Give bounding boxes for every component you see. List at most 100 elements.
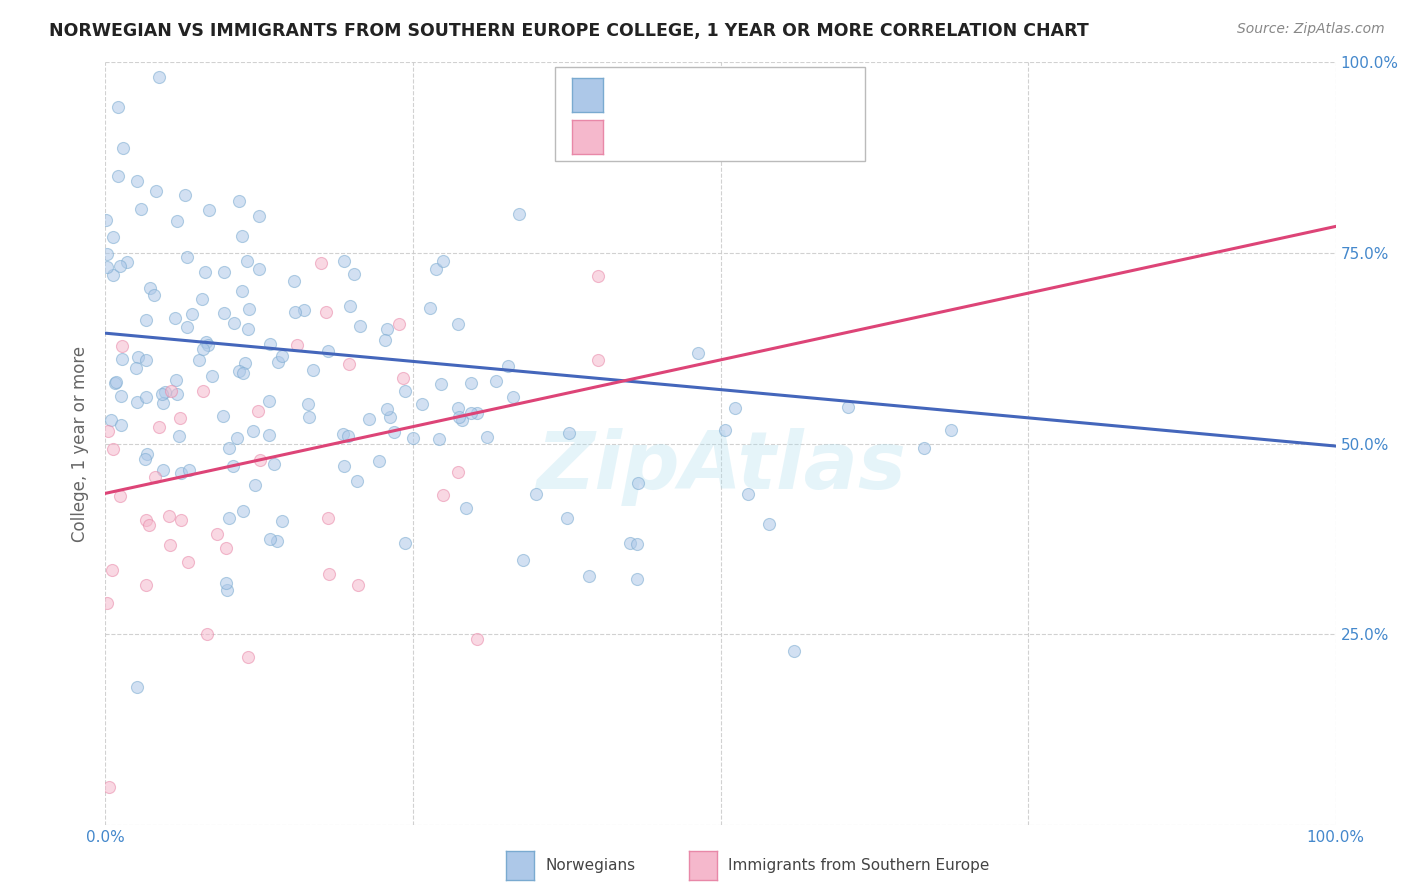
Text: R = -0.384   N = 149: R = -0.384 N = 149: [617, 86, 821, 103]
Point: [153, 384, 176, 399]
Point: [586, 268, 609, 283]
Point: [375, 322, 398, 336]
Point: [465, 407, 488, 421]
Point: [134, 312, 156, 326]
Point: [191, 384, 214, 398]
Point: [193, 342, 215, 356]
Point: [419, 301, 441, 316]
Point: [148, 70, 170, 84]
Point: [475, 430, 498, 444]
Point: [218, 442, 240, 456]
Point: [837, 400, 859, 414]
Point: [626, 537, 648, 551]
Point: [627, 476, 650, 491]
Point: [212, 409, 235, 424]
Point: [104, 376, 127, 390]
Text: ZipAtlas: ZipAtlas: [536, 427, 905, 506]
Point: [103, 230, 125, 244]
Point: [447, 466, 470, 480]
Point: [100, 413, 122, 427]
Point: [134, 452, 156, 467]
Point: [135, 352, 157, 367]
Point: [382, 425, 405, 439]
Point: [283, 274, 305, 288]
Point: [460, 376, 482, 391]
Point: [150, 387, 173, 401]
Point: [194, 265, 217, 279]
Point: [508, 207, 530, 221]
Point: [127, 394, 149, 409]
Point: [228, 194, 250, 209]
Point: [236, 650, 259, 665]
Point: [215, 541, 238, 556]
Point: [339, 299, 361, 313]
Point: [297, 397, 319, 411]
Point: [173, 188, 195, 202]
Point: [176, 250, 198, 264]
Point: [451, 413, 474, 427]
Point: [163, 311, 186, 326]
Point: [145, 184, 167, 198]
Point: [285, 337, 308, 351]
Point: [233, 356, 256, 370]
Point: [125, 360, 148, 375]
Point: [177, 555, 200, 569]
Point: [298, 409, 321, 424]
Point: [502, 390, 524, 404]
Point: [177, 463, 200, 477]
Point: [247, 261, 270, 276]
Point: [170, 466, 193, 480]
Point: [432, 488, 454, 502]
Point: [332, 458, 354, 473]
Point: [425, 262, 447, 277]
Point: [176, 320, 198, 334]
Point: [167, 428, 190, 442]
Point: [197, 338, 219, 352]
Point: [337, 357, 360, 371]
Point: [558, 425, 581, 440]
Point: [110, 389, 132, 403]
Point: [309, 256, 332, 270]
Point: [586, 353, 609, 368]
Point: [267, 355, 290, 369]
Point: [394, 536, 416, 550]
Point: [619, 536, 641, 550]
Point: [292, 303, 315, 318]
Point: [138, 280, 160, 294]
Point: [346, 474, 368, 488]
Text: NORWEGIAN VS IMMIGRANTS FROM SOUTHERN EUROPE COLLEGE, 1 YEAR OR MORE CORRELATION: NORWEGIAN VS IMMIGRANTS FROM SOUTHERN EU…: [49, 22, 1090, 40]
Point: [197, 203, 219, 218]
Point: [201, 368, 224, 383]
Point: [224, 316, 246, 330]
Point: [359, 411, 381, 425]
Point: [135, 390, 157, 404]
Text: Immigrants from Southern Europe: Immigrants from Southern Europe: [728, 858, 990, 872]
Point: [447, 409, 470, 424]
Point: [101, 268, 124, 282]
Point: [259, 533, 281, 547]
Point: [135, 512, 157, 526]
Point: [447, 318, 470, 332]
Point: [238, 302, 260, 317]
Point: [232, 503, 254, 517]
Point: [97, 780, 120, 795]
Point: [228, 364, 250, 378]
Point: [432, 253, 454, 268]
Point: [135, 447, 157, 461]
Point: [96, 596, 118, 610]
Point: [100, 563, 122, 577]
Point: [94, 213, 117, 227]
Point: [346, 578, 368, 592]
Point: [349, 319, 371, 334]
Point: [218, 510, 240, 524]
Point: [231, 284, 253, 298]
Point: [512, 552, 534, 566]
Point: [939, 423, 962, 437]
Point: [249, 209, 271, 223]
Point: [129, 202, 152, 216]
Point: [271, 349, 294, 363]
Point: [368, 454, 391, 468]
Point: [332, 426, 354, 441]
Point: [259, 427, 281, 442]
Point: [266, 533, 288, 548]
